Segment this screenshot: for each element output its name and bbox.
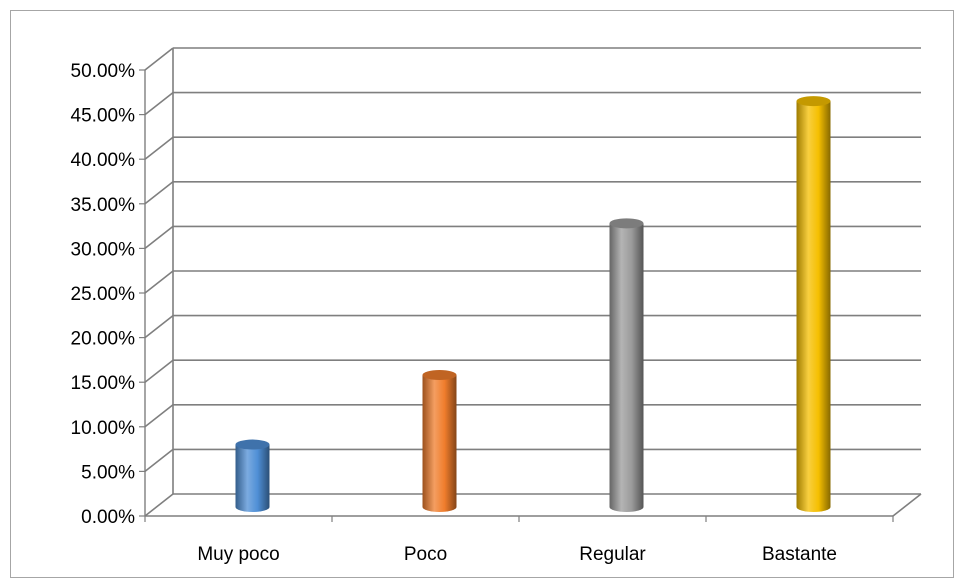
gridline-side bbox=[144, 404, 174, 428]
chart-walls bbox=[172, 48, 922, 517]
gridlines bbox=[144, 47, 921, 517]
y-tick-label: 45.00% bbox=[71, 106, 136, 127]
x-axis: Muy poco Poco Regular Bastante bbox=[144, 515, 894, 565]
y-tick-label: 15.00% bbox=[71, 373, 136, 394]
bar-poco bbox=[422, 369, 457, 512]
y-tick-label: 50.00% bbox=[71, 61, 136, 82]
gridline-side bbox=[144, 359, 174, 383]
y-tick-label: 30.00% bbox=[71, 239, 136, 260]
bar-body bbox=[609, 223, 644, 512]
y-tick-label: 20.00% bbox=[71, 329, 136, 350]
y-tick-label: 0.00% bbox=[81, 507, 135, 528]
y-axis: 0.00% 5.00% 10.00% 15.00% 20.00% 25.00% 30.00%… bbox=[71, 61, 146, 528]
x-tick-label: Muy poco bbox=[197, 544, 279, 565]
gridline-side bbox=[144, 270, 174, 294]
bar-muy-poco bbox=[235, 439, 270, 512]
gridline-side bbox=[144, 47, 174, 71]
gridline-side bbox=[144, 91, 174, 116]
bar-top bbox=[235, 439, 270, 450]
x-tick-label: Bastante bbox=[762, 544, 837, 565]
gridline-side bbox=[144, 225, 174, 250]
bar-body bbox=[796, 101, 831, 512]
bar-body bbox=[235, 444, 270, 512]
gridline-side bbox=[144, 136, 174, 160]
floor-edge bbox=[892, 493, 922, 517]
x-tick-label: Regular bbox=[579, 544, 646, 565]
gridline-side bbox=[144, 181, 174, 205]
bar-top bbox=[609, 218, 644, 229]
y-tick-label: 35.00% bbox=[71, 195, 136, 216]
bars bbox=[235, 96, 831, 512]
bar-bastante bbox=[796, 96, 831, 512]
gridline-side bbox=[144, 493, 174, 517]
y-tick-label: 25.00% bbox=[71, 284, 136, 305]
x-tick-label: Poco bbox=[404, 544, 447, 565]
y-tick-label: 10.00% bbox=[71, 418, 136, 439]
y-tick-label: 5.00% bbox=[81, 462, 135, 483]
bar-body bbox=[422, 374, 457, 512]
y-tick-label: 40.00% bbox=[71, 150, 136, 171]
bar-top bbox=[422, 369, 457, 380]
bar-top bbox=[796, 96, 831, 107]
gridline-side bbox=[144, 314, 174, 339]
gridline-side bbox=[144, 448, 174, 473]
bar-regular bbox=[609, 218, 644, 512]
